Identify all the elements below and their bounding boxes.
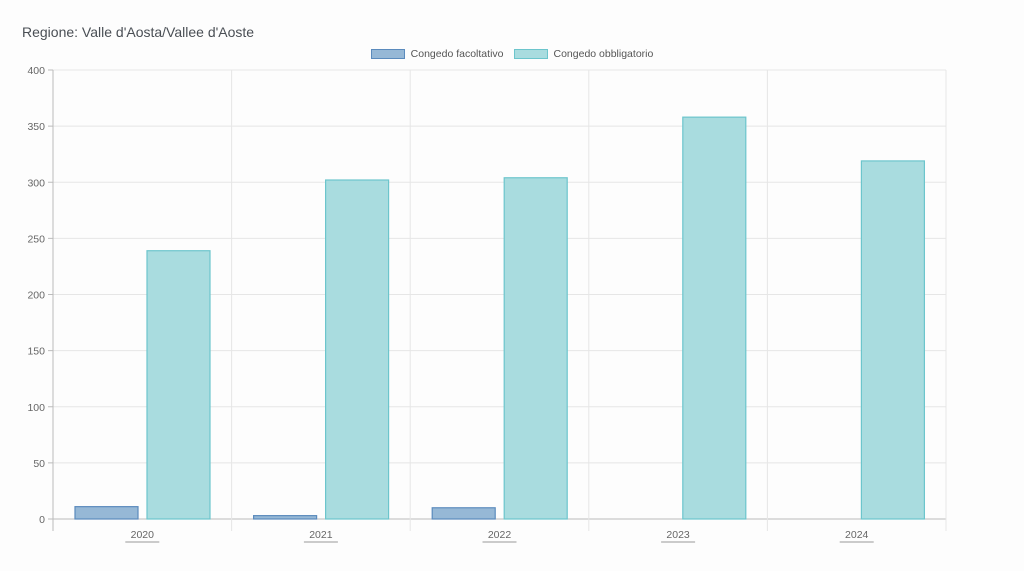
legend-swatch-facoltativo [370,49,405,59]
legend: Congedo facoltativo Congedo obbligatorio [0,48,1024,60]
y-tick-label: 300 [27,177,45,189]
bar-2023-obbligatorio [682,116,747,520]
bar-2021-facoltativo [253,515,318,520]
x-tick-label: 2024 [845,529,869,541]
bar-2021-obbligatorio [325,179,390,520]
legend-swatch-obbligatorio [513,49,548,59]
y-tick-label: 150 [27,346,45,358]
bar-2022-facoltativo [431,507,496,520]
x-tick-label: 2021 [309,529,333,541]
legend-item-obbligatorio[interactable]: Congedo obbligatorio [513,48,654,60]
chart-title: Regione: Valle d'Aosta/Vallee d'Aoste [22,24,255,40]
y-tick-label: 50 [33,458,45,470]
y-tick-label: 0 [39,514,45,526]
bar-2024-obbligatorio [860,160,926,520]
y-tick-label: 100 [27,402,45,414]
legend-label: Congedo facoltativo [410,48,504,60]
bar-2020-obbligatorio [146,250,211,520]
y-tick-label: 250 [27,233,45,245]
x-tick-label: 2023 [666,529,690,541]
y-tick-label: 400 [27,65,45,77]
legend-item-facoltativo[interactable]: Congedo facoltativo [370,48,504,60]
x-tick-label: 2022 [488,529,512,541]
bar-2022-obbligatorio [503,177,568,520]
y-tick-label: 350 [27,121,45,133]
bar-2020-facoltativo [74,506,139,520]
y-tick-label: 200 [27,290,45,302]
legend-label: Congedo obbligatorio [553,48,654,60]
x-tick-label: 2020 [131,529,155,541]
